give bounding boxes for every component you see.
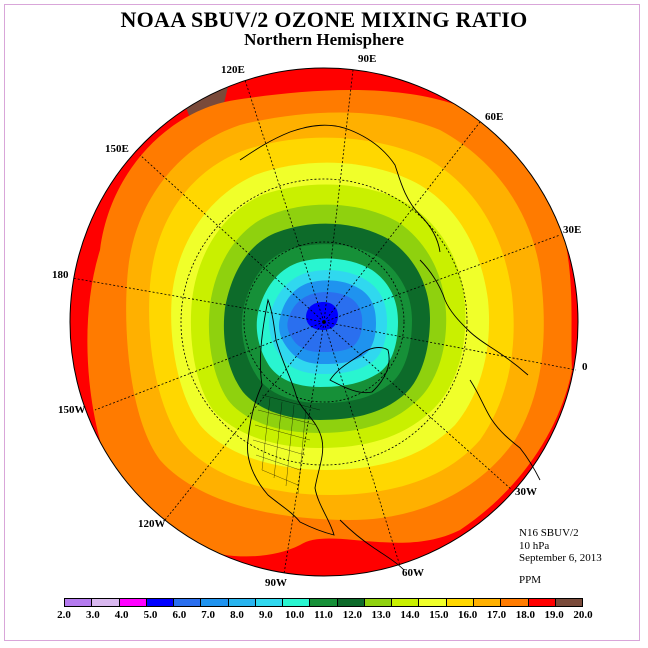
color-scale-swatch — [337, 599, 365, 606]
color-scale-swatch — [364, 599, 393, 606]
coastline-south-america — [339, 519, 405, 571]
color-scale-tick-labels: 2.0 3.0 4.0 5.0 6.0 7.0 8.0 9.0 10.0 11.0 12.0 13.0… — [0, 609, 648, 623]
map-title: NOAA SBUV/2 OZONE MIXING RATIO — [120, 7, 528, 32]
color-scale-swatch — [473, 599, 502, 606]
color-scale-tick: 2.0 — [57, 609, 71, 621]
lon-label-60e: 60E — [485, 111, 503, 123]
color-scale-tick: 12.0 — [342, 609, 362, 621]
color-scale-tick: 7.0 — [201, 609, 216, 621]
color-scale-swatch — [146, 599, 175, 606]
color-scale-swatch — [446, 599, 474, 606]
color-scale-swatch — [392, 599, 420, 606]
color-scale-swatch — [119, 599, 147, 606]
date-label: September 6, 2013 — [519, 552, 602, 564]
color-scale-tick: 14.0 — [400, 609, 420, 621]
color-scale-tick: 11.0 — [314, 609, 333, 621]
color-scale-tick: 8.0 — [230, 609, 244, 621]
us-state-grid — [252, 394, 321, 495]
color-scale-tick: 10.0 — [285, 609, 305, 621]
dataset-info: N16 SBUV/2 10 hPa September 6, 2013 — [519, 527, 602, 565]
lon-label-150w: 150W — [58, 404, 86, 416]
lon-label-0: 0 — [582, 361, 588, 373]
lon-label-180: 180 — [52, 269, 69, 281]
lon-label-150e: 150E — [105, 143, 129, 155]
color-scale-tick: 15.0 — [429, 609, 449, 621]
color-scale-swatch — [555, 599, 583, 606]
color-scale-tick: 19.0 — [544, 609, 564, 621]
color-scale-swatch — [528, 599, 556, 606]
map-subtitle: Northern Hemisphere — [244, 30, 404, 49]
color-scale-tick: 5.0 — [143, 609, 158, 621]
color-scale-swatch — [201, 599, 229, 606]
color-scale-swatch — [65, 599, 93, 606]
color-scale-tick: 18.0 — [515, 609, 535, 621]
figure-frame — [4, 4, 640, 641]
color-scale-tick: 9.0 — [258, 609, 273, 621]
lon-label-30w: 30W — [515, 486, 537, 498]
pressure-level-label: 10 hPa — [519, 539, 550, 552]
coastline-europe — [419, 259, 529, 376]
coastline-north-america — [247, 298, 335, 536]
lon-label-90w: 90W — [265, 577, 287, 589]
color-scale-swatch — [501, 599, 529, 606]
coastline-greenland — [329, 347, 390, 394]
coastline-asia — [239, 124, 441, 253]
color-scale-swatch — [228, 599, 256, 606]
units-label: PPM — [519, 574, 542, 586]
color-scale-tick: 17.0 — [486, 609, 507, 621]
color-scale-swatch — [283, 599, 311, 606]
color-scale-tick: 20.0 — [573, 609, 593, 621]
color-scale-swatch — [310, 599, 338, 606]
color-scale-tick: 4.0 — [114, 609, 129, 621]
lon-label-90e: 90E — [358, 53, 376, 65]
lon-label-30e: 30E — [563, 224, 581, 236]
color-scale-swatch — [419, 599, 447, 606]
color-scale-tick: 13.0 — [371, 609, 391, 621]
color-scale-swatch — [92, 599, 120, 606]
lon-label-60w: 60W — [402, 567, 424, 579]
color-scale-swatch — [255, 599, 284, 606]
lon-label-120w: 120W — [138, 518, 166, 530]
satellite-label: N16 SBUV/2 — [519, 527, 579, 539]
color-scale-swatch — [174, 599, 202, 606]
color-scale-tick: 3.0 — [85, 609, 100, 621]
color-scale-tick: 16.0 — [458, 609, 478, 621]
color-scale-tick: 6.0 — [172, 609, 187, 621]
color-scale-bar — [64, 598, 583, 607]
coastline-africa — [469, 379, 541, 481]
lon-label-120e: 120E — [221, 64, 245, 76]
band-5-minimum — [306, 302, 338, 330]
